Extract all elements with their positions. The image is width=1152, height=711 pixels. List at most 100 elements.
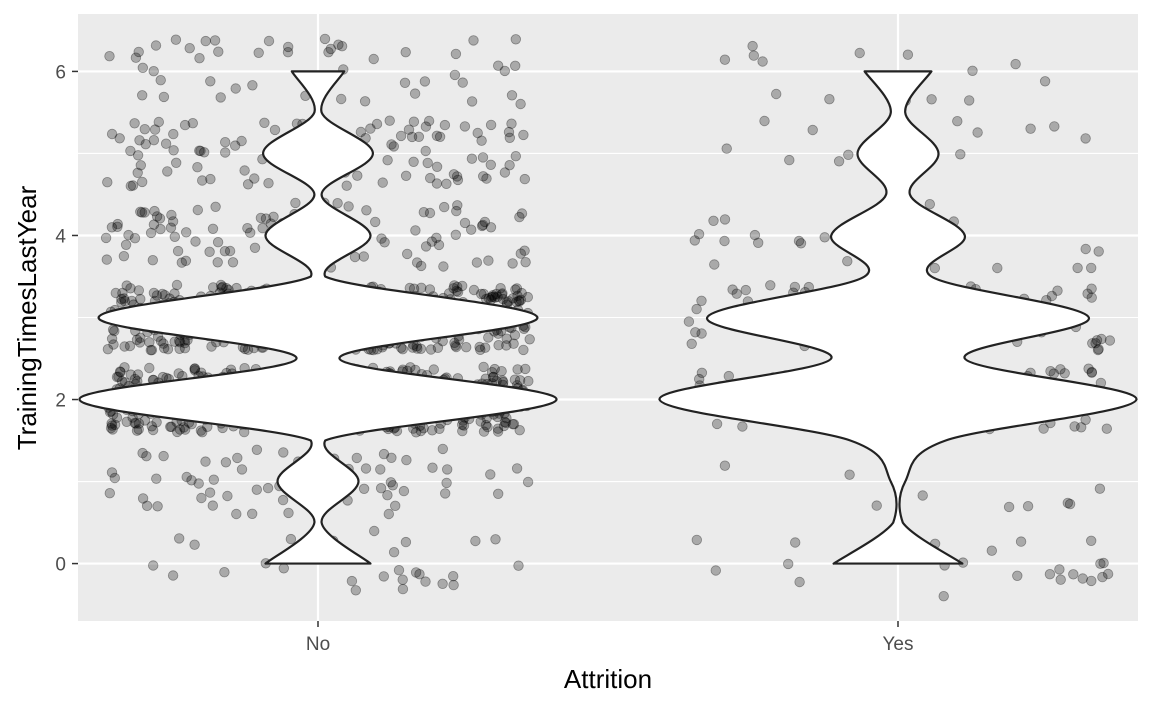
data-point [1093,344,1104,355]
data-point [489,292,501,303]
data-point [516,287,527,299]
data-point [112,221,123,233]
data-point [1086,575,1097,587]
data-point [323,47,334,58]
data-point [395,130,407,142]
data-point [146,421,158,432]
data-point [165,222,177,233]
data-point [431,232,442,244]
data-point [134,337,146,348]
data-point [522,291,534,303]
data-point [174,424,186,435]
data-point [452,286,464,298]
data-point [336,93,347,105]
data-point [711,418,723,430]
data-point [400,47,411,58]
data-point [215,92,226,103]
data-point [155,335,167,347]
y-tick-label: 4 [55,226,66,247]
data-point [520,363,531,375]
data-point [1102,568,1114,580]
data-point [115,367,126,378]
data-point [387,480,399,491]
data-point [171,426,183,438]
data-point [523,375,534,387]
data-point [409,88,421,99]
data-point [1068,569,1079,580]
data-point [468,284,480,296]
data-point [402,248,413,260]
data-point [207,282,219,293]
data-point [450,48,462,60]
data-point [689,235,701,246]
data-point [375,464,386,475]
data-point [457,77,468,88]
data-point [416,260,427,272]
data-point [333,39,344,50]
data-point [719,214,731,225]
data-point [844,469,855,480]
data-point [397,574,408,585]
data-point [104,488,116,499]
data-point [448,169,460,180]
data-point [1039,76,1051,87]
data-point [351,452,363,464]
x-axis-title: Attrition [564,664,652,694]
data-point [217,281,229,293]
data-point [168,145,179,156]
data-point [492,426,504,437]
data-point [498,420,510,432]
data-point [121,280,132,291]
data-point [493,488,504,500]
data-point [468,35,479,46]
data-point [424,207,436,219]
data-point [131,425,143,436]
data-point [512,364,523,375]
data-point [807,124,818,136]
data-point [375,483,387,494]
data-point [1055,364,1066,375]
data-point [206,341,217,352]
data-point [487,290,499,301]
data-point [125,283,136,294]
data-point [515,98,526,110]
data-point [260,213,272,224]
data-point [709,259,720,270]
data-point [924,198,936,210]
data-point [232,452,243,464]
data-point [478,426,490,437]
data-point [425,172,436,184]
data-point [448,283,459,294]
data-point [129,118,140,129]
data-point [200,456,211,467]
data-point [427,462,438,473]
data-point [431,130,443,142]
data-point [189,363,200,375]
data-point [514,211,525,223]
data-point [415,343,427,355]
data-point [1080,133,1091,144]
data-point [210,201,221,213]
data-point [174,343,185,355]
data-point [139,207,150,218]
data-point [1096,333,1107,345]
data-point [431,178,443,189]
data-point [696,367,708,379]
data-point [749,229,761,241]
data-point [457,419,468,431]
data-point [109,472,121,484]
data-point [696,328,707,339]
data-point [412,343,423,354]
data-point [378,571,390,582]
data-point [952,115,963,127]
data-point [1049,121,1060,132]
data-point [475,344,486,356]
data-point [482,421,493,433]
data-point [255,212,267,224]
data-point [133,285,145,296]
data-point [173,533,185,544]
data-point [449,337,460,349]
data-point [220,457,232,468]
data-point [1087,338,1098,349]
data-point [493,340,504,351]
